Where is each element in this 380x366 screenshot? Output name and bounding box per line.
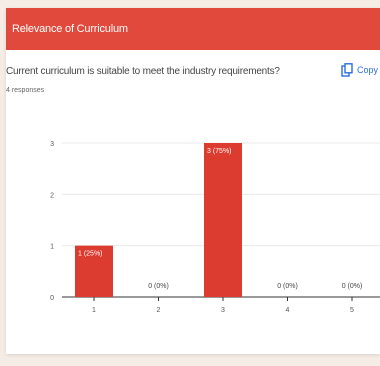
copy-button[interactable]: Copy xyxy=(341,63,378,77)
data-label: 0 (0%) xyxy=(148,283,169,290)
data-label: 0 (0%) xyxy=(277,283,298,290)
bar xyxy=(75,245,113,297)
copy-icon xyxy=(341,63,353,77)
section-header: Relevance of Curriculum xyxy=(6,8,380,50)
x-tick-label: 2 xyxy=(157,307,161,314)
y-tick-label: 3 xyxy=(50,141,54,148)
section-title: Relevance of Curriculum xyxy=(12,23,128,35)
data-label: 0 (0%) xyxy=(342,283,363,290)
bar xyxy=(204,143,242,297)
y-tick-label: 1 xyxy=(50,244,54,251)
x-tick-label: 4 xyxy=(286,307,290,314)
question-text: Current curriculum is suitable to meet t… xyxy=(6,66,280,77)
copy-label: Copy xyxy=(356,65,378,75)
responses-count: 4 responses xyxy=(6,87,45,94)
y-tick-label: 0 xyxy=(50,295,54,302)
data-label: 1 (25%) xyxy=(78,251,103,258)
x-tick-label: 1 xyxy=(92,307,96,314)
question-card: Relevance of Curriculum xyxy=(6,8,380,354)
x-tick-label: 3 xyxy=(221,307,225,314)
x-tick-label: 5 xyxy=(350,307,354,314)
y-tick-label: 2 xyxy=(50,192,54,199)
data-label: 3 (75%) xyxy=(207,148,232,155)
